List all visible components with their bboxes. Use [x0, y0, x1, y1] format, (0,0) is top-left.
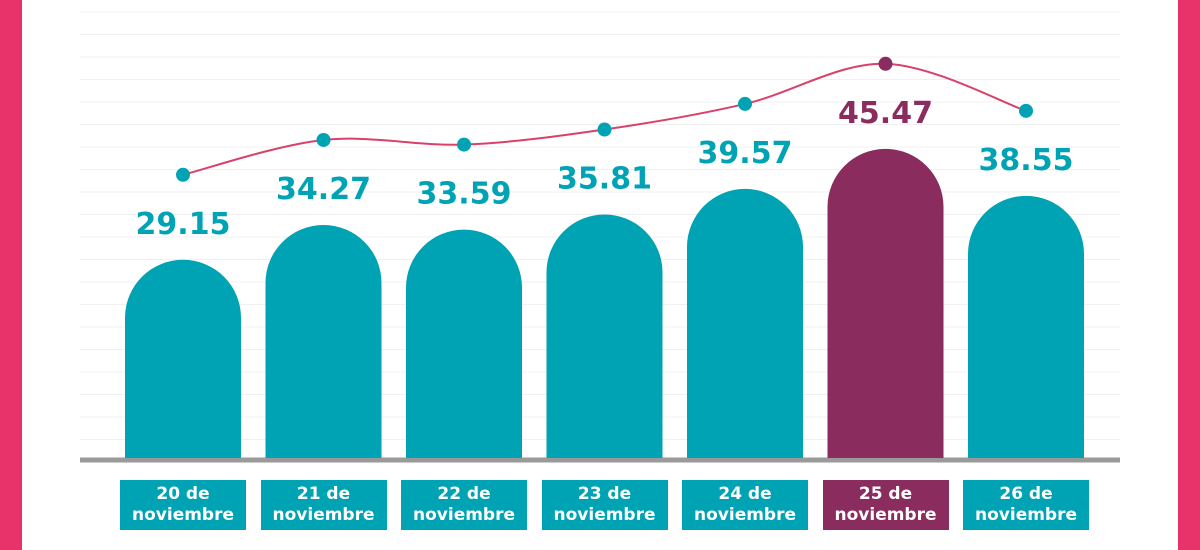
category-label: 22 de noviembre — [401, 480, 527, 530]
trend-dot — [597, 122, 612, 137]
value-label: 29.15 — [136, 207, 231, 242]
bar — [687, 188, 803, 458]
trend-dot — [457, 137, 471, 152]
trend-dot — [878, 56, 893, 71]
category-label: 23 de noviembre — [541, 480, 668, 530]
bar — [265, 224, 382, 458]
bar — [968, 195, 1084, 458]
trend-dot — [738, 96, 752, 111]
bar — [827, 148, 944, 458]
value-label: 45.47 — [838, 96, 933, 131]
bar — [406, 229, 522, 458]
value-label: 39.57 — [698, 136, 793, 171]
value-label: 33.59 — [417, 177, 512, 212]
value-label: 34.27 — [276, 172, 371, 207]
bar — [125, 259, 241, 458]
category-label: 25 de noviembre — [822, 480, 949, 530]
trend-dot — [316, 132, 331, 147]
left-border — [0, 0, 22, 550]
value-label: 38.55 — [979, 143, 1074, 178]
category-label: 24 de noviembre — [682, 480, 808, 530]
category-label: 26 de noviembre — [963, 480, 1089, 530]
bar — [546, 214, 663, 458]
trend-dot — [176, 167, 190, 182]
category-label: 20 de noviembre — [120, 480, 246, 530]
value-label: 35.81 — [557, 161, 652, 196]
trend-dot — [1019, 103, 1033, 118]
right-border — [1178, 0, 1200, 550]
category-label: 21 de noviembre — [260, 480, 387, 530]
